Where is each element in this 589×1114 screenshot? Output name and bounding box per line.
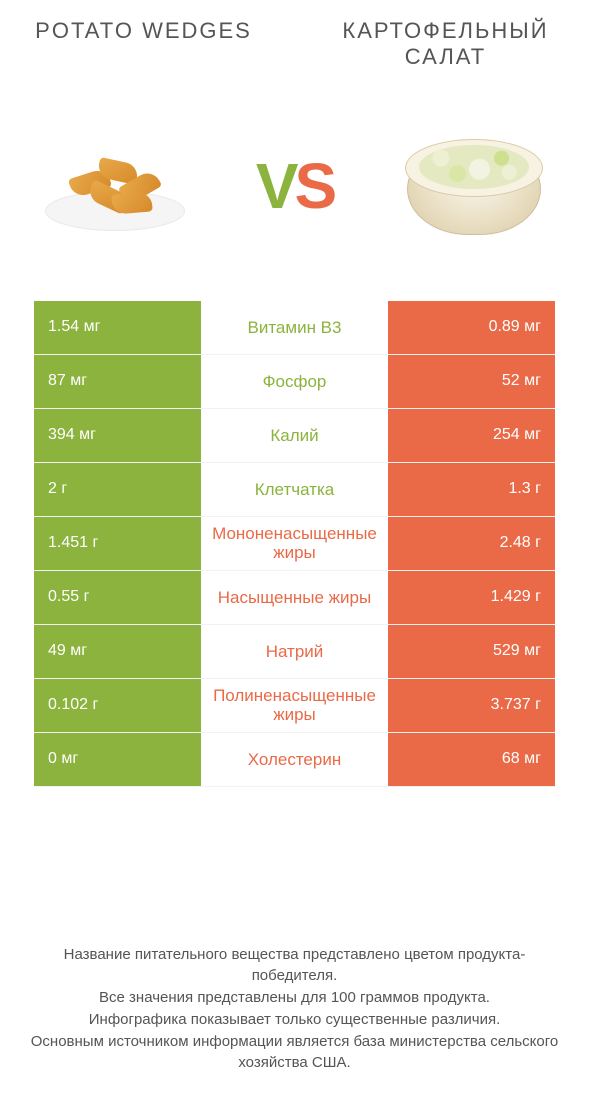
- left-product-title: POTATO WEDGES: [20, 18, 267, 71]
- table-row: 394 мгКалий254 мг: [34, 409, 555, 463]
- right-value-cell: 3.737 г: [388, 679, 555, 732]
- potato-wedges-icon: [40, 131, 190, 241]
- left-value-cell: 0.102 г: [34, 679, 201, 732]
- left-value-cell: 1.54 мг: [34, 301, 201, 354]
- table-row: 0.55 гНасыщенные жиры1.429 г: [34, 571, 555, 625]
- nutrient-label: Клетчатка: [201, 463, 389, 516]
- nutrient-label: Калий: [201, 409, 389, 462]
- right-value-cell: 1.429 г: [388, 571, 555, 624]
- left-value-cell: 1.451 г: [34, 517, 201, 570]
- right-value-cell: 1.3 г: [388, 463, 555, 516]
- nutrient-label: Витамин B3: [201, 301, 389, 354]
- table-row: 1.451 гМононенасыщенные жиры2.48 г: [34, 517, 555, 571]
- table-row: 0.102 гПолиненасыщенные жиры3.737 г: [34, 679, 555, 733]
- right-product-title: КАРТОФЕЛЬНЫЙ САЛАТ: [322, 18, 569, 71]
- nutrient-label: Мононенасыщенные жиры: [201, 517, 389, 570]
- left-value-cell: 0.55 г: [34, 571, 201, 624]
- nutrient-label: Насыщенные жиры: [201, 571, 389, 624]
- vs-row: VS: [0, 71, 589, 291]
- left-value-cell: 87 мг: [34, 355, 201, 408]
- vs-v-letter: V: [256, 149, 295, 223]
- footer-line: Основным источником информации является …: [24, 1031, 565, 1075]
- left-product-image: [30, 101, 200, 271]
- nutrient-label: Холестерин: [201, 733, 389, 786]
- vs-s-letter: S: [295, 149, 334, 223]
- table-row: 87 мгФосфор52 мг: [34, 355, 555, 409]
- left-value-cell: 394 мг: [34, 409, 201, 462]
- header: POTATO WEDGES КАРТОФЕЛЬНЫЙ САЛАТ: [0, 0, 589, 71]
- footer-line: Все значения представлены для 100 граммо…: [24, 987, 565, 1009]
- footer-notes: Название питательного вещества представл…: [0, 944, 589, 1075]
- nutrient-table: 1.54 мгВитамин B30.89 мг87 мгФосфор52 мг…: [34, 301, 555, 787]
- footer-line: Название питательного вещества представл…: [24, 944, 565, 988]
- table-row: 2 гКлетчатка1.3 г: [34, 463, 555, 517]
- table-row: 49 мгНатрий529 мг: [34, 625, 555, 679]
- left-value-cell: 49 мг: [34, 625, 201, 678]
- right-value-cell: 254 мг: [388, 409, 555, 462]
- footer-line: Инфографика показывает только существенн…: [24, 1009, 565, 1031]
- right-value-cell: 2.48 г: [388, 517, 555, 570]
- nutrient-label: Полиненасыщенные жиры: [201, 679, 389, 732]
- nutrient-label: Фосфор: [201, 355, 389, 408]
- table-row: 1.54 мгВитамин B30.89 мг: [34, 301, 555, 355]
- right-value-cell: 529 мг: [388, 625, 555, 678]
- nutrient-label: Натрий: [201, 625, 389, 678]
- potato-salad-icon: [399, 121, 549, 251]
- right-value-cell: 52 мг: [388, 355, 555, 408]
- left-value-cell: 2 г: [34, 463, 201, 516]
- right-product-image: [389, 101, 559, 271]
- vs-label: VS: [256, 149, 333, 223]
- right-value-cell: 0.89 мг: [388, 301, 555, 354]
- right-value-cell: 68 мг: [388, 733, 555, 786]
- table-row: 0 мгХолестерин68 мг: [34, 733, 555, 787]
- left-value-cell: 0 мг: [34, 733, 201, 786]
